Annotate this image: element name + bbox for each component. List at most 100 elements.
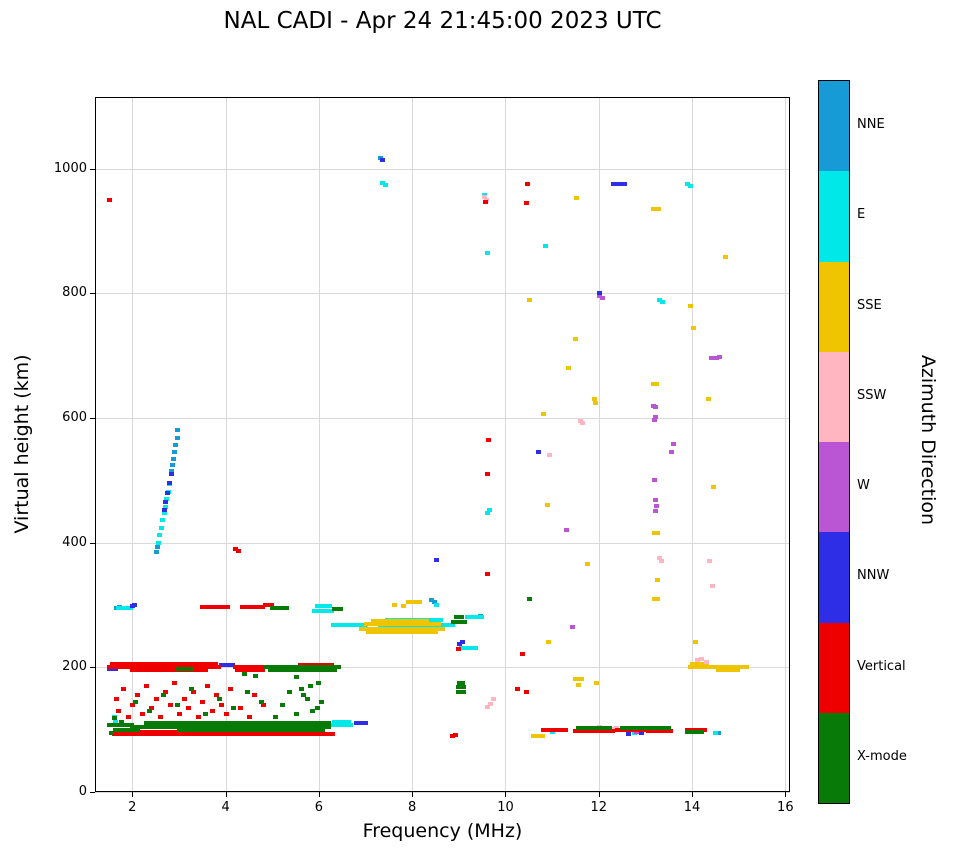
- data-point-x-mode: [186, 724, 192, 729]
- data-point-vertical: [144, 684, 150, 689]
- data-point-sse: [392, 618, 398, 623]
- x-tick-label: 16: [777, 800, 794, 815]
- data-point-nnw: [359, 721, 365, 726]
- data-point-vertical: [113, 696, 119, 701]
- data-point-x-mode: [295, 721, 301, 726]
- data-point-sse: [409, 618, 415, 623]
- data-point-vertical: [238, 668, 244, 673]
- colorbar-label-sse: SSE: [857, 297, 882, 313]
- data-point-x-mode: [317, 724, 323, 729]
- data-point-x-mode: [606, 725, 612, 730]
- data-point-vertical: [181, 696, 187, 701]
- data-point-nnw: [132, 603, 138, 607]
- data-point-vertical: [226, 732, 232, 737]
- data-point-e: [348, 723, 354, 728]
- data-point-sse: [531, 733, 537, 738]
- data-point-x-mode: [278, 724, 284, 729]
- data-point-nnw: [459, 640, 465, 645]
- data-point-x-mode: [281, 667, 287, 672]
- data-point-x-mode: [205, 724, 211, 729]
- data-point-x-mode: [222, 724, 228, 729]
- grid-line-y: [95, 168, 790, 170]
- data-point-sse: [539, 733, 545, 738]
- data-point-vertical: [138, 668, 144, 673]
- data-point-sse: [378, 618, 384, 623]
- data-point-sse: [732, 665, 738, 670]
- data-point-e: [312, 608, 318, 613]
- data-point-vertical: [165, 665, 171, 670]
- data-point-nnw: [625, 732, 631, 737]
- data-point-x-mode: [189, 724, 195, 729]
- data-point-x-mode: [200, 721, 206, 726]
- data-point-sse: [397, 622, 403, 627]
- data-point-x-mode: [221, 727, 227, 732]
- data-point-x-mode: [654, 725, 660, 730]
- data-point-x-mode: [620, 725, 626, 730]
- data-point-x-mode: [155, 724, 161, 729]
- data-point-vertical: [166, 668, 172, 673]
- data-point-x-mode: [115, 727, 121, 732]
- data-point-x-mode: [161, 724, 167, 729]
- data-point-x-mode: [194, 724, 200, 729]
- data-point-x-mode: [306, 721, 312, 726]
- data-point-sse: [409, 626, 415, 631]
- data-point-vertical: [192, 732, 198, 737]
- data-point-x-mode: [456, 620, 462, 625]
- data-point-sse: [411, 622, 417, 627]
- data-point-vertical: [150, 732, 156, 737]
- data-point-sse: [418, 618, 424, 623]
- data-point-x-mode: [287, 667, 293, 672]
- x-tick: [318, 792, 320, 797]
- data-point-sse: [573, 676, 579, 681]
- data-point-sse: [369, 622, 375, 627]
- data-point-x-mode: [205, 721, 211, 726]
- data-point-sse: [383, 622, 389, 627]
- data-point-vertical: [318, 732, 324, 737]
- data-point-x-mode: [303, 721, 309, 726]
- data-point-x-mode: [459, 615, 465, 620]
- data-point-nne: [168, 468, 174, 473]
- colorbar-segment-vertical: [819, 622, 849, 713]
- data-point-sse: [391, 630, 397, 635]
- data-point-vertical: [702, 728, 708, 733]
- data-point-e: [318, 603, 324, 608]
- data-point-vertical: [193, 662, 199, 667]
- data-point-x-mode: [292, 721, 298, 726]
- data-point-sse: [696, 665, 702, 670]
- data-point-vertical: [218, 702, 224, 707]
- data-point-x-mode: [312, 667, 318, 672]
- data-point-x-mode: [272, 727, 278, 732]
- data-point-sse: [389, 626, 395, 631]
- data-point-nnw: [456, 641, 462, 646]
- data-point-vertical: [306, 662, 312, 667]
- data-point-nnw: [536, 450, 542, 455]
- data-point-nnw: [362, 721, 368, 726]
- data-point-x-mode: [581, 725, 587, 730]
- data-point-x-mode: [177, 721, 183, 726]
- data-point-vertical: [157, 665, 163, 670]
- data-point-x-mode: [323, 721, 329, 726]
- data-point-vertical: [455, 646, 461, 651]
- data-point-vertical: [557, 728, 563, 733]
- data-point-x-mode: [291, 665, 297, 670]
- data-point-vertical: [148, 732, 154, 737]
- data-point-vertical: [243, 668, 249, 673]
- data-point-vertical: [138, 729, 144, 734]
- data-point-sse: [735, 667, 741, 672]
- data-point-x-mode: [177, 724, 183, 729]
- data-point-x-mode: [202, 712, 208, 717]
- data-point-x-mode: [219, 721, 225, 726]
- data-point-x-mode: [308, 727, 314, 732]
- data-point-vertical: [515, 687, 521, 692]
- data-point-sse: [386, 626, 392, 631]
- data-point-x-mode: [297, 727, 303, 732]
- data-point-ssw: [658, 558, 664, 563]
- data-point-vertical: [144, 668, 150, 673]
- data-point-vertical: [237, 705, 243, 710]
- data-point-e: [688, 184, 694, 189]
- data-point-vertical: [243, 732, 249, 737]
- data-point-e: [356, 622, 362, 627]
- data-point-vertical: [120, 665, 126, 670]
- data-point-x-mode: [161, 721, 167, 726]
- data-point-vertical: [188, 662, 194, 667]
